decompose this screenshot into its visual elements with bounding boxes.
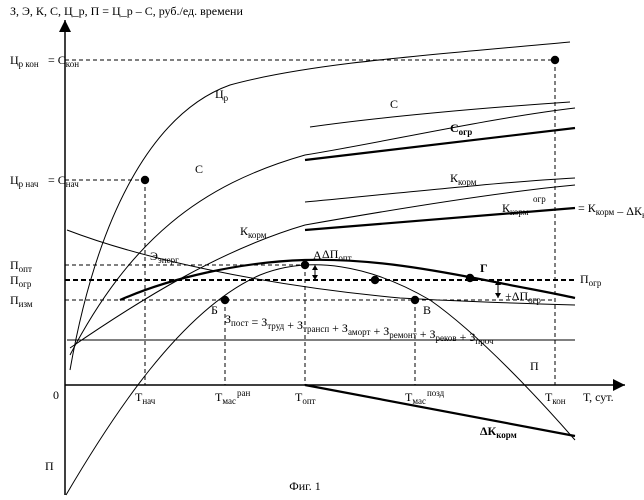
svg-text:Т, сут.: Т, сут. [583, 390, 614, 404]
point [411, 296, 419, 304]
svg-text:0: 0 [53, 388, 59, 402]
svg-text:П: П [530, 359, 539, 373]
svg-text:Фиг. 1: Фиг. 1 [289, 479, 320, 493]
point [466, 274, 474, 282]
point [141, 176, 149, 184]
svg-text:З, Э, К, С, Ц_р, П = Ц_р – С,: З, Э, К, С, Ц_р, П = Ц_р – С, руб./ед. в… [10, 4, 243, 18]
svg-text:С: С [195, 162, 203, 176]
svg-text:С: С [390, 97, 398, 111]
svg-text:Г: Г [480, 261, 488, 275]
svg-text:П: П [45, 459, 54, 473]
point [221, 296, 229, 304]
point [551, 56, 559, 64]
point [301, 261, 309, 269]
svg-text:В: В [423, 303, 431, 317]
svg-text:огр: огр [533, 194, 546, 204]
point [371, 276, 379, 284]
svg-text:Б: Б [211, 303, 218, 317]
svg-text:А: А [313, 248, 322, 262]
economic-chart: ЦрССогрСКкормКкормЭэнергПГΔКкормЗ, Э, К,… [0, 0, 644, 500]
